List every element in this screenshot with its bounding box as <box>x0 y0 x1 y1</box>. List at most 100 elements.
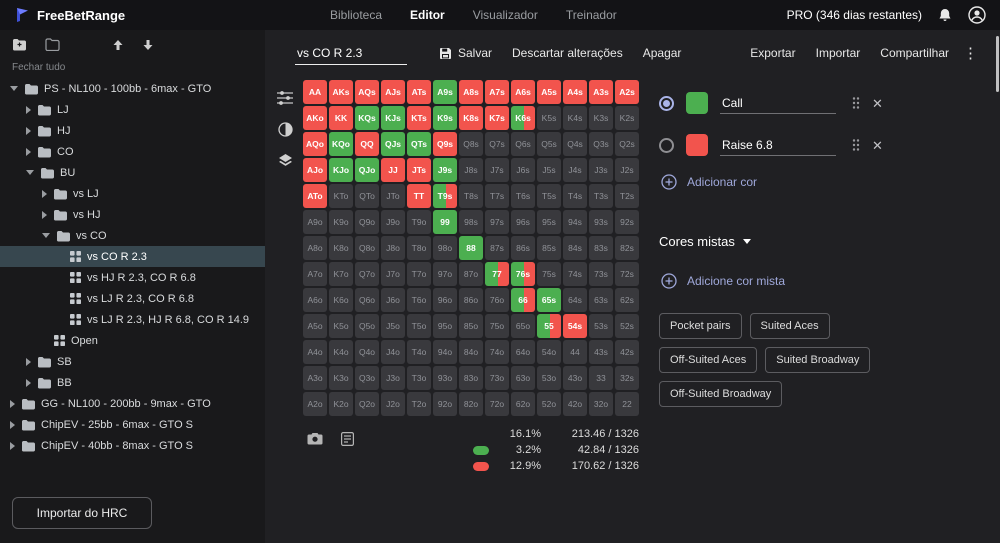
hand-74o[interactable]: 74o <box>485 340 509 364</box>
hand-87o[interactable]: 87o <box>459 262 483 286</box>
hand-K9s[interactable]: K9s <box>433 106 457 130</box>
hand-Q3s[interactable]: Q3s <box>589 132 613 156</box>
hand-Q4o[interactable]: Q4o <box>355 340 379 364</box>
hand-T4o[interactable]: T4o <box>407 340 431 364</box>
download-icon[interactable] <box>142 39 154 51</box>
tree-range-vs-lj-r-2-3-co-r-6-8[interactable]: vs LJ R 2.3, CO R 6.8 <box>0 288 265 309</box>
hand-A9s[interactable]: A9s <box>433 80 457 104</box>
hand-Q9s[interactable]: Q9s <box>433 132 457 156</box>
color-swatch[interactable] <box>686 134 708 156</box>
camera-icon[interactable] <box>307 432 323 446</box>
hand-T9o[interactable]: T9o <box>407 210 431 234</box>
preset-off-suited-aces[interactable]: Off-Suited Aces <box>659 347 758 373</box>
hand-A3o[interactable]: A3o <box>303 366 327 390</box>
chevron-down-icon[interactable] <box>10 86 18 91</box>
more-options-icon[interactable]: ⋮ <box>963 45 978 62</box>
color-select-radio[interactable] <box>659 95 674 111</box>
chevron-right-icon[interactable] <box>26 126 31 135</box>
hand-94o[interactable]: 94o <box>433 340 457 364</box>
hand-K7s[interactable]: K7s <box>485 106 509 130</box>
hand-72s[interactable]: 72s <box>615 262 639 286</box>
hand-T6s[interactable]: T6s <box>511 184 535 208</box>
hand-64o[interactable]: 64o <box>511 340 535 364</box>
hand-T3s[interactable]: T3s <box>589 184 613 208</box>
export-button[interactable]: Exportar <box>740 40 805 66</box>
hand-KQo[interactable]: KQo <box>329 132 353 156</box>
hand-Q9o[interactable]: Q9o <box>355 210 379 234</box>
share-button[interactable]: Compartilhar <box>870 40 959 66</box>
add-mixed-color-button[interactable]: Adicione cor mista <box>661 273 785 289</box>
hand-84s[interactable]: 84s <box>563 236 587 260</box>
hand-ATs[interactable]: ATs <box>407 80 431 104</box>
tree-folder-bb[interactable]: BB <box>0 372 265 393</box>
hand-K6s[interactable]: K6s <box>511 106 535 130</box>
tree-folder-co[interactable]: CO <box>0 141 265 162</box>
chevron-right-icon[interactable] <box>10 399 15 408</box>
hand-KJo[interactable]: KJo <box>329 158 353 182</box>
hand-Q2o[interactable]: Q2o <box>355 392 379 416</box>
tree-folder-lj[interactable]: LJ <box>0 99 265 120</box>
hand-K3o[interactable]: K3o <box>329 366 353 390</box>
hand-J9s[interactable]: J9s <box>433 158 457 182</box>
hand-QJs[interactable]: QJs <box>381 132 405 156</box>
hand-AQs[interactable]: AQs <box>355 80 379 104</box>
hand-J8s[interactable]: J8s <box>459 158 483 182</box>
nav-biblioteca[interactable]: Biblioteca <box>330 8 383 22</box>
chevron-down-icon[interactable] <box>26 170 34 175</box>
hand-43o[interactable]: 43o <box>563 366 587 390</box>
hand-T9s[interactable]: T9s <box>433 184 457 208</box>
hand-32o[interactable]: 32o <box>589 392 613 416</box>
tree-folder-hj[interactable]: HJ <box>0 120 265 141</box>
chevron-right-icon[interactable] <box>42 189 47 198</box>
hand-Q2s[interactable]: Q2s <box>615 132 639 156</box>
hand-QTs[interactable]: QTs <box>407 132 431 156</box>
hand-J7o[interactable]: J7o <box>381 262 405 286</box>
hand-K8o[interactable]: K8o <box>329 236 353 260</box>
preset-off-suited-broadway[interactable]: Off-Suited Broadway <box>659 381 783 407</box>
hand-53s[interactable]: 53s <box>589 314 613 338</box>
hand-93o[interactable]: 93o <box>433 366 457 390</box>
chevron-right-icon[interactable] <box>42 210 47 219</box>
hand-86o[interactable]: 86o <box>459 288 483 312</box>
hand-J5o[interactable]: J5o <box>381 314 405 338</box>
hand-T7s[interactable]: T7s <box>485 184 509 208</box>
chevron-right-icon[interactable] <box>10 441 15 450</box>
hand-83s[interactable]: 83s <box>589 236 613 260</box>
hand-95o[interactable]: 95o <box>433 314 457 338</box>
tree-folder-ps-nl100-100bb-6max-gto[interactable]: PS - NL100 - 100bb - 6max - GTO <box>0 78 265 99</box>
tree-range-vs-hj-r-2-3-co-r-6-8[interactable]: vs HJ R 2.3, CO R 6.8 <box>0 267 265 288</box>
notifications-icon[interactable] <box>938 8 952 23</box>
hand-98o[interactable]: 98o <box>433 236 457 260</box>
color-swatch[interactable] <box>686 92 708 114</box>
contrast-icon[interactable] <box>277 122 293 137</box>
hand-A2o[interactable]: A2o <box>303 392 327 416</box>
tune-icon[interactable] <box>277 90 293 106</box>
hand-J8o[interactable]: J8o <box>381 236 405 260</box>
hand-54o[interactable]: 54o <box>537 340 561 364</box>
hand-55[interactable]: 55 <box>537 314 561 338</box>
hand-J4o[interactable]: J4o <box>381 340 405 364</box>
hand-K6o[interactable]: K6o <box>329 288 353 312</box>
hand-22[interactable]: 22 <box>615 392 639 416</box>
hand-62s[interactable]: 62s <box>615 288 639 312</box>
remove-color-icon[interactable]: ✕ <box>872 95 883 111</box>
save-button[interactable]: Salvar <box>429 40 502 66</box>
tree-range-vs-co-r-2-3[interactable]: vs CO R 2.3 <box>0 246 265 267</box>
hand-A2s[interactable]: A2s <box>615 80 639 104</box>
hand-92s[interactable]: 92s <box>615 210 639 234</box>
hand-AJs[interactable]: AJs <box>381 80 405 104</box>
hand-42o[interactable]: 42o <box>563 392 587 416</box>
hand-A7s[interactable]: A7s <box>485 80 509 104</box>
hand-J2o[interactable]: J2o <box>381 392 405 416</box>
hand-JTo[interactable]: JTo <box>381 184 405 208</box>
hand-KK[interactable]: KK <box>329 106 353 130</box>
hand-T2o[interactable]: T2o <box>407 392 431 416</box>
hand-82o[interactable]: 82o <box>459 392 483 416</box>
hand-T6o[interactable]: T6o <box>407 288 431 312</box>
hand-76s[interactable]: 76s <box>511 262 535 286</box>
hand-AA[interactable]: AA <box>303 80 327 104</box>
hand-82s[interactable]: 82s <box>615 236 639 260</box>
preset-suited-broadway[interactable]: Suited Broadway <box>765 347 871 373</box>
hand-KTs[interactable]: KTs <box>407 106 431 130</box>
tree-range-vs-lj-r-2-3-hj-r-6-8-co-r-14-9[interactable]: vs LJ R 2.3, HJ R 6.8, CO R 14.9 <box>0 309 265 330</box>
